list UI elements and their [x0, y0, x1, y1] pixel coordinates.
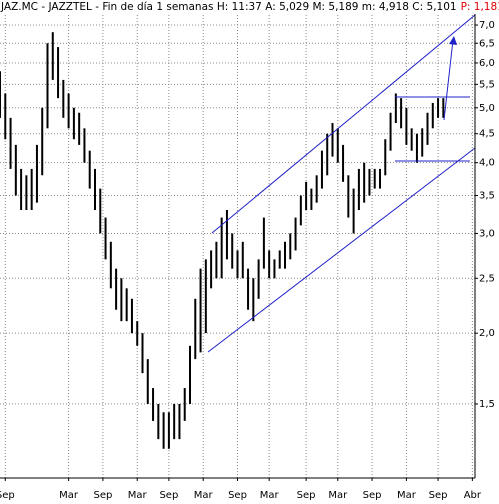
y-tick-label: 4,5 — [479, 129, 495, 140]
x-tick-label: Mar — [128, 490, 148, 501]
title-text: JAZ.MC - JAZZTEL - Fin de día 1 semanas … — [0, 1, 457, 13]
y-tick-label: 6,5 — [479, 38, 495, 49]
title-extra: P: 1,181 — [461, 1, 499, 13]
arrow-head — [449, 36, 457, 45]
x-tick-label: Sep — [363, 490, 382, 501]
y-tick-label: 1,5 — [479, 399, 495, 410]
chart-title: JAZ.MC - JAZZTEL - Fin de día 1 semanas … — [0, 1, 499, 13]
y-tick-label: 2,5 — [479, 273, 495, 284]
y-tick-label: 5,0 — [479, 103, 495, 114]
x-tick-label: Sep — [93, 490, 112, 501]
price-bars — [0, 32, 445, 449]
x-tick-label: Sep — [159, 490, 178, 501]
y-tick-label: 6,0 — [479, 58, 495, 69]
x-tick-label: Mar — [397, 490, 417, 501]
x-tick-label: Mar — [59, 490, 79, 501]
header-bg — [0, 0, 499, 14]
x-tick-label: Sep — [429, 490, 448, 501]
x-tick-label: Mar — [194, 490, 214, 501]
y-tick-label: 3,5 — [479, 191, 495, 202]
x-tick-label: Sep — [228, 490, 247, 501]
y-tick-label: 7,0 — [479, 20, 495, 31]
y-tick-label: 4,0 — [479, 158, 495, 169]
x-tick-label: Sep — [0, 490, 15, 501]
y-tick-label: 5,5 — [479, 79, 495, 90]
y-tick-label: 3,0 — [479, 228, 495, 239]
x-tick-label: Mar — [260, 490, 280, 501]
x-tick-label: Mar — [328, 490, 348, 501]
x-tick-label: Abr — [464, 490, 482, 501]
channel-upper — [211, 14, 476, 234]
annotations — [207, 14, 476, 353]
x-tick-label: Sep — [297, 490, 316, 501]
channel-lower — [207, 147, 476, 353]
y-tick-label: 2,0 — [479, 328, 495, 339]
target-arrow — [443, 39, 454, 121]
